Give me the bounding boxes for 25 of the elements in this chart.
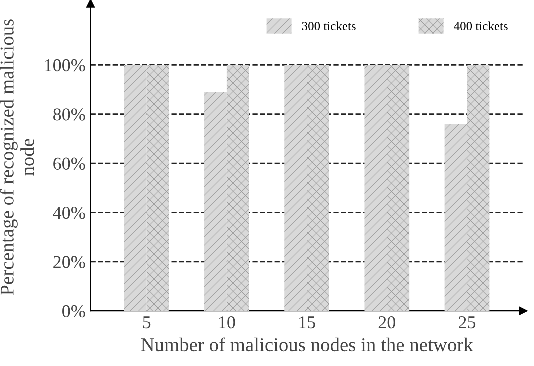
- x-axis-title: Number of malicious nodes in the network: [141, 338, 474, 352]
- bar: [204, 92, 227, 312]
- x-tick-label: 25: [459, 316, 476, 329]
- y-tick-label: 80%: [54, 108, 86, 121]
- bar: [307, 65, 330, 312]
- bar: [467, 65, 490, 312]
- bar: [364, 65, 388, 312]
- y-tick-label: 0%: [62, 305, 86, 318]
- bar: [387, 65, 410, 312]
- x-tick-label: 5: [143, 316, 151, 329]
- y-tick-label: 60%: [54, 158, 86, 170]
- x-tick-label: 15: [300, 316, 316, 329]
- y-tick-label: 40%: [53, 206, 86, 220]
- bar: [284, 65, 308, 312]
- bar: [444, 124, 468, 312]
- y-axis-title: Percentage of recognized malicious node: [0, 20, 34, 296]
- y-tick-label: 20%: [54, 256, 86, 268]
- legend-label: 400 tickets: [454, 22, 508, 31]
- bar: [146, 65, 170, 312]
- x-tick-label: 20: [378, 316, 396, 329]
- y-tick-label: 100%: [45, 59, 86, 72]
- bar: [124, 65, 147, 312]
- legend-label: 300 tickets: [302, 22, 356, 31]
- x-tick-label: 10: [220, 316, 236, 329]
- bar: [226, 65, 250, 312]
